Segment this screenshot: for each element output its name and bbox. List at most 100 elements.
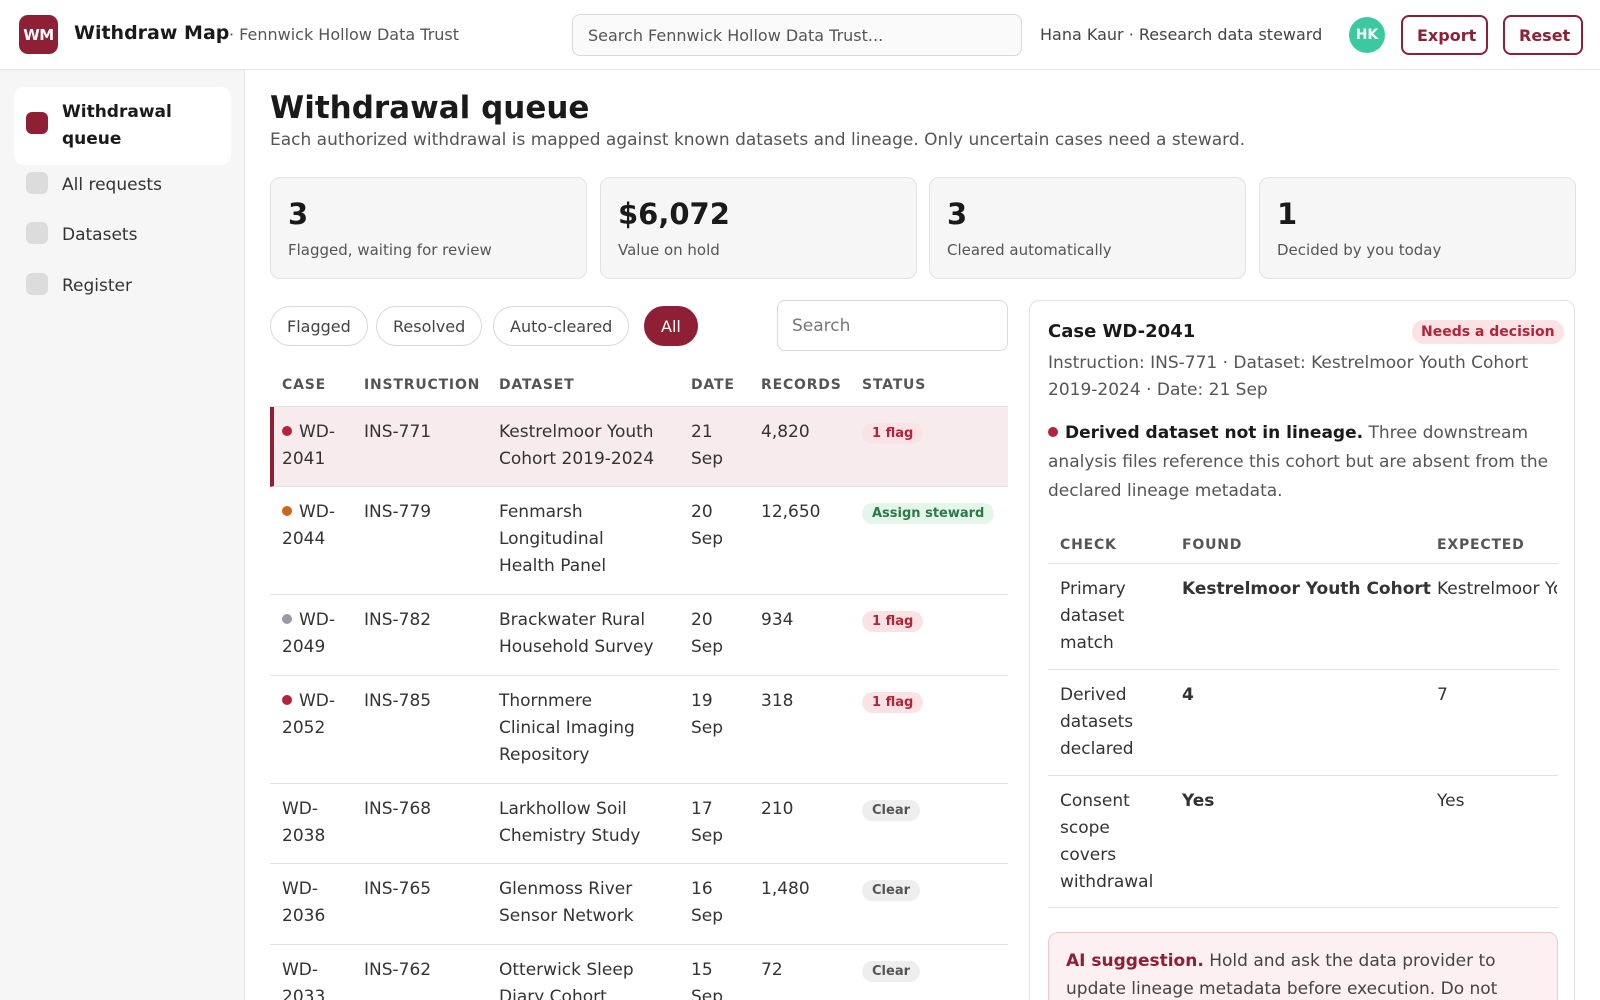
check-row: Primary dataset match Kestrelmoor Youth Coh… xyxy=(1048,564,1558,670)
status-badge: Clear xyxy=(862,880,920,901)
sidebar-item-register[interactable]: Register xyxy=(14,273,231,300)
column-header[interactable]: DATASET xyxy=(499,377,575,393)
dataset-name: Otterwick Sleep Diary Cohort xyxy=(499,957,679,1000)
user-label: Hana Kaur · Research data steward xyxy=(1040,25,1323,44)
dataset-line: Chemistry Study xyxy=(499,826,641,846)
dataset-line: Larkhollow Soil xyxy=(499,799,627,819)
filter-chip-flagged[interactable]: Flagged xyxy=(270,306,368,346)
export-button[interactable]: Export xyxy=(1401,15,1488,55)
column-header: EXPECTED xyxy=(1437,537,1525,553)
finding-body: Three downstream analysis files referenc… xyxy=(1048,423,1549,501)
check-expected: Kestrelmoor Youth Cohort xyxy=(1437,579,1557,599)
column-header: FOUND xyxy=(1182,537,1243,553)
sidebar-item-label: Register xyxy=(62,276,132,296)
date-day: 16 xyxy=(691,879,713,899)
dataset-line: Repository xyxy=(499,745,590,765)
filter-chip-auto-cleared[interactable]: Auto-cleared xyxy=(493,306,630,346)
dataset-line: Glenmoss River xyxy=(499,879,633,899)
status-dot-icon xyxy=(282,426,292,436)
instruction-id: INS-768 xyxy=(364,799,432,819)
case-id: WD- 2052 xyxy=(282,688,360,742)
case-id-number: 2033 xyxy=(282,987,326,1000)
avatar[interactable]: HK xyxy=(1349,17,1385,53)
record-count: 72 xyxy=(761,960,783,980)
dataset-name: Glenmoss River Sensor Network xyxy=(499,876,679,930)
reset-button[interactable]: Reset xyxy=(1503,15,1583,55)
table-row[interactable]: WD- 2041 INS-771 Kestrelmoor Youth Cohort 20… xyxy=(270,407,1008,487)
column-header[interactable]: STATUS xyxy=(862,377,927,393)
case-id-prefix: WD- xyxy=(299,502,336,522)
nav-square-icon xyxy=(26,222,48,244)
request-date: 20 Sep xyxy=(691,607,723,661)
check-expected: Yes xyxy=(1437,791,1465,811)
dataset-name: Fenmarsh Longitudinal Health Panel xyxy=(499,499,679,580)
dataset-line: Health Panel xyxy=(499,556,607,576)
column-header[interactable]: CASE xyxy=(282,377,326,393)
check-name-line: covers xyxy=(1060,845,1117,865)
check-name-line: datasets xyxy=(1060,712,1134,732)
column-header[interactable]: RECORDS xyxy=(761,377,842,393)
page-title: Withdrawal queue xyxy=(270,90,590,126)
sidebar-item-label: Withdrawal queue xyxy=(62,102,172,149)
status-dot-icon xyxy=(282,695,292,705)
stat-label: Flagged, waiting for review xyxy=(288,241,492,259)
stat-card-flagged: 3 Flagged, waiting for review xyxy=(270,177,587,279)
table-row[interactable]: WD- 2052 INS-785 Thornmere Clinical Imaging R… xyxy=(270,676,1008,784)
case-id-prefix: WD- xyxy=(299,610,336,630)
status-badge: Clear xyxy=(862,961,920,982)
case-id: WD- 2041 xyxy=(282,419,360,473)
dataset-line: Cohort 2019-2024 xyxy=(499,449,655,469)
queue-search-input[interactable] xyxy=(777,300,1008,351)
top-bar: WM Withdraw Map · Fennwick Hollow Data T… xyxy=(0,0,1600,70)
app-name: Withdraw Map xyxy=(74,22,230,44)
check-name-line: dataset xyxy=(1060,606,1125,626)
ai-suggestion: AI suggestion. Hold and ask the data pro… xyxy=(1048,932,1558,1000)
dataset-name: Kestrelmoor Youth Cohort 2019-2024 xyxy=(499,419,679,473)
page-subtitle: Each authorized withdrawal is mapped aga… xyxy=(270,130,1246,150)
date-month: Sep xyxy=(691,826,724,846)
filter-chip-all[interactable]: All xyxy=(644,306,698,346)
stat-label: Decided by you today xyxy=(1277,241,1442,259)
dataset-line: Otterwick Sleep xyxy=(499,960,634,980)
table-row[interactable]: WD- 2036 INS-765 Glenmoss River Sensor Netwo… xyxy=(270,864,1008,945)
check-row: Consent scope covers withdrawal Yes Yes xyxy=(1048,776,1558,908)
table-row[interactable]: WD- 2038 INS-768 Larkhollow Soil Chemistry S… xyxy=(270,784,1008,864)
column-header[interactable]: DATE xyxy=(691,377,735,393)
ai-suggestion-heading: AI suggestion. xyxy=(1066,951,1204,971)
case-id-prefix: WD- xyxy=(282,960,319,980)
table-row[interactable]: WD- 2044 INS-779 Fenmarsh Longitudinal Health… xyxy=(270,487,1008,595)
dataset-name: Brackwater Rural Household Survey xyxy=(499,607,679,661)
app-logo: WM xyxy=(19,15,58,54)
date-day: 19 xyxy=(691,691,713,711)
status-badge: Clear xyxy=(862,800,920,821)
nav-square-icon xyxy=(26,112,48,134)
instruction-id: INS-779 xyxy=(364,502,432,522)
instruction-id: INS-771 xyxy=(364,422,432,442)
sidebar-item-all-requests[interactable]: All requests xyxy=(14,172,231,199)
request-date: 15 Sep xyxy=(691,957,723,1000)
instruction-id: INS-785 xyxy=(364,691,432,711)
check-name-line: match xyxy=(1060,633,1114,653)
table-header: CASE INSTRUCTION DATASET DATE RECORDS ST… xyxy=(270,368,1008,407)
sidebar-item-label: Datasets xyxy=(62,225,138,245)
check-found: Kestrelmoor Youth Cohort xyxy=(1182,579,1431,599)
status-badge: Assign steward xyxy=(862,503,995,524)
case-id-number: 2049 xyxy=(282,637,326,657)
case-id-prefix: WD- xyxy=(299,422,336,442)
nav-square-icon xyxy=(26,172,48,194)
sidebar-item-withdrawal-queue[interactable]: Withdrawal queue xyxy=(14,87,231,165)
global-search-input[interactable] xyxy=(572,14,1022,56)
stat-card-cleared: 3 Cleared automatically xyxy=(929,177,1246,279)
sidebar-item-datasets[interactable]: Datasets xyxy=(14,222,231,249)
stat-label: Value on hold xyxy=(618,241,720,259)
check-name: Derived datasets declared xyxy=(1060,682,1178,763)
request-date: 21 Sep xyxy=(691,419,723,473)
table-row[interactable]: WD- 2033 INS-762 Otterwick Sleep Diary Cohor… xyxy=(270,945,1008,1000)
table-row[interactable]: WD- 2049 INS-782 Brackwater Rural Household … xyxy=(270,595,1008,676)
case-id: WD- 2036 xyxy=(282,876,360,930)
column-header[interactable]: INSTRUCTION xyxy=(364,377,481,393)
filter-chip-resolved[interactable]: Resolved xyxy=(376,306,483,346)
column-header: CHECK xyxy=(1060,537,1117,553)
request-date: 17 Sep xyxy=(691,796,723,850)
checks-table: CHECK FOUND EXPECTED Primary dataset match… xyxy=(1048,528,1558,908)
